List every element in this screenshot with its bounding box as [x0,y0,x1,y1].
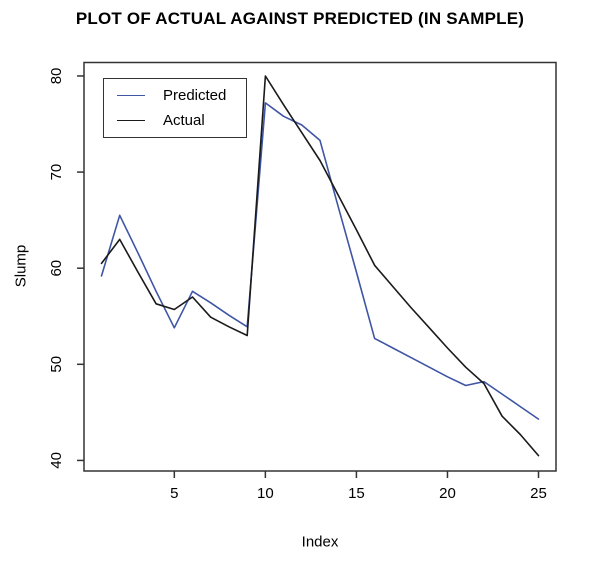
chart-title: PLOT OF ACTUAL AGAINST PREDICTED (IN SAM… [75,9,525,28]
y-tick-label: 50 [48,356,65,373]
x-tick-label: 20 [439,485,456,502]
legend: Predicted Actual [103,78,247,138]
series-line-predicted [100,102,540,420]
y-tick-label: 60 [48,260,65,277]
legend-row-predicted: Predicted [104,85,246,107]
x-axis-label: Index [301,533,339,551]
y-tick-label: 80 [48,68,65,85]
legend-label-actual: Actual [163,112,205,129]
legend-row-actual: Actual [104,110,246,132]
x-tick-label: 10 [257,485,274,502]
plot-border [83,61,557,472]
legend-label-predicted: Predicted [163,87,227,104]
series-line-actual [100,75,540,457]
x-tick-label: 15 [348,485,365,502]
x-tick-label: 5 [170,485,178,502]
y-tick-label: 70 [48,164,65,181]
legend-line-actual [117,120,145,121]
legend-line-predicted [117,95,145,96]
y-tick-label: 40 [48,452,65,469]
x-tick-label: 25 [530,485,547,502]
